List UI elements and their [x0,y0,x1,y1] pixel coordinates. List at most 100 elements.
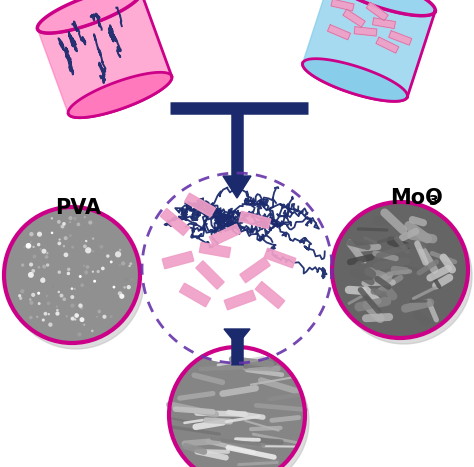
Circle shape [64,253,68,256]
Circle shape [26,244,30,248]
Circle shape [89,221,91,224]
Circle shape [169,347,305,467]
Circle shape [98,310,100,312]
Circle shape [20,297,22,299]
Circle shape [47,253,48,254]
Circle shape [81,307,82,309]
Circle shape [94,281,95,282]
Polygon shape [255,282,285,309]
Polygon shape [37,0,172,118]
Circle shape [30,302,33,304]
Polygon shape [162,251,194,269]
Circle shape [79,304,82,307]
Polygon shape [330,0,435,16]
Circle shape [63,223,65,225]
Circle shape [80,318,84,321]
Circle shape [100,246,103,248]
Circle shape [334,204,466,336]
Circle shape [101,267,104,269]
Polygon shape [210,224,241,246]
Circle shape [33,247,34,248]
Circle shape [91,330,93,332]
Circle shape [56,312,59,315]
Circle shape [8,213,144,349]
Circle shape [30,241,31,242]
Circle shape [42,249,46,253]
Circle shape [110,316,112,318]
Polygon shape [239,211,271,229]
Circle shape [75,319,76,320]
Circle shape [83,265,84,266]
Polygon shape [240,257,270,283]
Text: 3: 3 [428,194,438,208]
Circle shape [21,290,24,293]
Circle shape [171,349,303,467]
Circle shape [72,288,73,289]
Circle shape [61,225,64,228]
Circle shape [60,294,63,297]
Circle shape [38,292,39,294]
Circle shape [84,217,85,218]
Circle shape [71,304,74,307]
Polygon shape [389,31,412,45]
Circle shape [38,267,40,268]
Text: PVA: PVA [55,198,101,218]
Circle shape [122,262,125,265]
Circle shape [128,286,130,289]
Circle shape [70,222,71,223]
Circle shape [28,273,33,277]
Circle shape [336,208,472,344]
Circle shape [57,310,58,311]
Polygon shape [196,261,224,289]
Circle shape [6,209,138,341]
Polygon shape [328,25,350,40]
Circle shape [42,278,44,281]
Circle shape [30,263,32,266]
Circle shape [58,271,60,273]
Circle shape [38,303,40,304]
Circle shape [88,290,90,291]
Circle shape [46,295,48,297]
Circle shape [32,294,35,296]
Circle shape [30,233,33,236]
Circle shape [84,245,86,248]
Circle shape [77,223,80,226]
Circle shape [74,289,75,290]
Circle shape [67,272,69,275]
Circle shape [32,270,35,272]
Circle shape [51,332,52,333]
Circle shape [51,218,52,219]
Circle shape [73,218,76,220]
Polygon shape [331,0,354,11]
Circle shape [72,247,73,248]
Circle shape [4,207,140,343]
Circle shape [103,315,106,318]
Polygon shape [302,0,435,101]
Circle shape [58,291,59,292]
Circle shape [75,314,78,317]
Polygon shape [376,37,399,53]
Circle shape [173,353,309,467]
Circle shape [52,232,53,234]
Circle shape [80,276,81,277]
Circle shape [142,173,332,363]
Circle shape [92,271,93,272]
Circle shape [130,263,131,264]
Polygon shape [343,9,365,27]
Circle shape [58,242,61,245]
Circle shape [37,316,38,317]
Circle shape [81,284,83,286]
Polygon shape [366,2,388,21]
Polygon shape [224,329,250,345]
Circle shape [22,264,24,266]
Circle shape [43,319,44,321]
Circle shape [46,256,48,258]
Circle shape [64,237,67,240]
Circle shape [69,217,72,219]
Circle shape [41,278,45,282]
Circle shape [37,232,41,236]
Polygon shape [224,290,256,310]
Circle shape [44,312,46,315]
Circle shape [86,266,89,268]
Circle shape [118,292,121,295]
